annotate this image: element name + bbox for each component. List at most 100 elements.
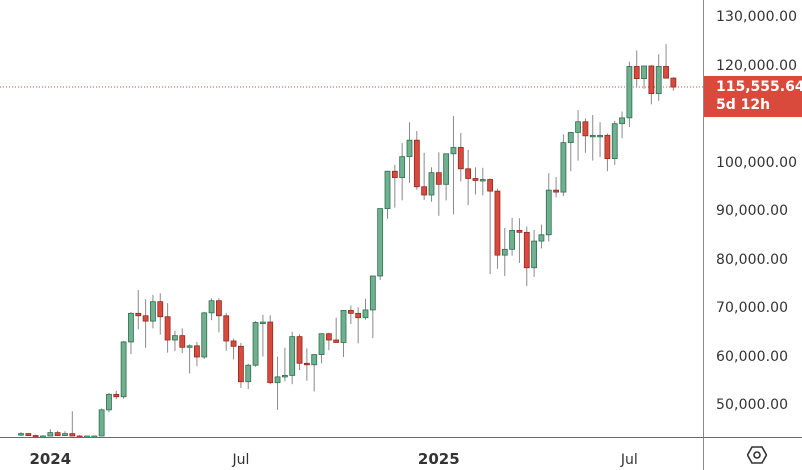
candle[interactable] [421, 152, 428, 200]
candle[interactable] [355, 307, 362, 344]
candle[interactable] [479, 167, 486, 196]
candle[interactable] [406, 122, 413, 183]
candle[interactable] [69, 411, 76, 437]
candle[interactable] [318, 333, 325, 364]
candle[interactable] [259, 314, 266, 357]
price-tick: 60,000.00 [716, 348, 789, 365]
candle[interactable] [597, 122, 603, 158]
candle[interactable] [538, 224, 545, 249]
candle[interactable] [128, 311, 134, 355]
candle[interactable] [501, 227, 508, 276]
time-tick-jul-2024: Jul [232, 452, 250, 468]
candle[interactable] [545, 173, 552, 242]
candle[interactable] [172, 330, 178, 352]
candle[interactable] [230, 338, 237, 360]
candlestick-series[interactable] [0, 0, 703, 438]
candle[interactable] [626, 61, 633, 128]
candle[interactable] [120, 340, 127, 399]
candle[interactable] [311, 354, 318, 392]
candle[interactable] [186, 344, 193, 374]
candle[interactable] [194, 341, 200, 367]
candle[interactable] [413, 130, 420, 190]
candle[interactable] [325, 332, 332, 351]
candle[interactable] [582, 118, 589, 153]
settings-icon[interactable] [747, 446, 767, 464]
candle[interactable] [472, 167, 479, 195]
candle[interactable] [369, 275, 376, 339]
candle[interactable] [296, 334, 303, 371]
candle[interactable] [142, 299, 149, 348]
candle[interactable] [509, 217, 516, 256]
candle[interactable] [648, 65, 655, 105]
candle[interactable] [347, 305, 354, 325]
candle[interactable] [553, 177, 559, 198]
candle[interactable] [303, 348, 310, 381]
time-tick-2024: 2024 [29, 450, 72, 468]
chart-plot-area[interactable] [0, 0, 703, 438]
candle[interactable] [18, 432, 24, 436]
candle[interactable] [384, 170, 391, 219]
candle[interactable] [333, 317, 340, 343]
candle[interactable] [362, 298, 369, 320]
candle[interactable] [98, 408, 105, 437]
candle[interactable] [619, 111, 625, 139]
candle[interactable] [252, 321, 259, 367]
candle[interactable] [150, 294, 156, 329]
candle[interactable] [641, 65, 647, 89]
last-price-value: 115,555.64 [716, 79, 802, 96]
price-tick: 50,000.00 [716, 397, 789, 413]
time-tick-2025: 2025 [417, 450, 460, 468]
candle[interactable] [399, 143, 406, 201]
candle[interactable] [391, 164, 398, 208]
candle[interactable] [567, 131, 574, 172]
candle[interactable] [560, 134, 567, 196]
candle[interactable] [106, 392, 112, 413]
candle[interactable] [428, 167, 435, 202]
candle[interactable] [201, 311, 208, 359]
candle[interactable] [237, 342, 244, 389]
candle[interactable] [245, 363, 252, 389]
candle[interactable] [531, 229, 537, 277]
candle[interactable] [164, 303, 171, 353]
price-tick: 80,000.00 [716, 251, 789, 268]
candle[interactable] [487, 178, 494, 275]
candle[interactable] [589, 114, 596, 161]
candle[interactable] [223, 312, 230, 351]
candle[interactable] [494, 188, 501, 269]
candle[interactable] [157, 293, 164, 335]
candle[interactable] [377, 208, 384, 280]
candle[interactable] [216, 298, 222, 333]
candle[interactable] [25, 433, 32, 436]
candle[interactable] [47, 429, 54, 437]
candle[interactable] [274, 356, 281, 410]
candle[interactable] [179, 328, 186, 354]
candle[interactable] [575, 110, 581, 161]
candle[interactable] [340, 310, 347, 357]
candle[interactable] [289, 331, 296, 385]
candle[interactable] [435, 152, 442, 216]
price-tick: 120,000.00 [716, 57, 798, 74]
candle[interactable] [62, 431, 68, 436]
candle[interactable] [113, 390, 120, 400]
candle[interactable] [604, 133, 611, 172]
candle[interactable] [633, 50, 640, 87]
bar-countdown: 5d 12h [716, 97, 771, 114]
candle[interactable] [135, 290, 142, 330]
candle[interactable] [450, 115, 457, 215]
candle[interactable] [655, 54, 662, 101]
candle[interactable] [54, 430, 61, 436]
candle[interactable] [663, 44, 669, 79]
candle[interactable] [208, 298, 215, 321]
price-tick: 70,000.00 [716, 300, 789, 316]
candle[interactable] [465, 149, 472, 206]
candle[interactable] [443, 153, 450, 201]
candle[interactable] [457, 132, 464, 182]
time-axis[interactable]: 2024 Jul 2025 Jul [0, 437, 703, 470]
candle[interactable] [523, 226, 530, 287]
candle[interactable] [267, 315, 274, 385]
price-axis[interactable]: 130,000.00 120,000.00 100,000.00 90,000.… [703, 0, 802, 437]
candle[interactable] [516, 218, 523, 263]
candle[interactable] [611, 120, 618, 165]
candle[interactable] [281, 347, 288, 382]
candle[interactable] [670, 77, 677, 91]
